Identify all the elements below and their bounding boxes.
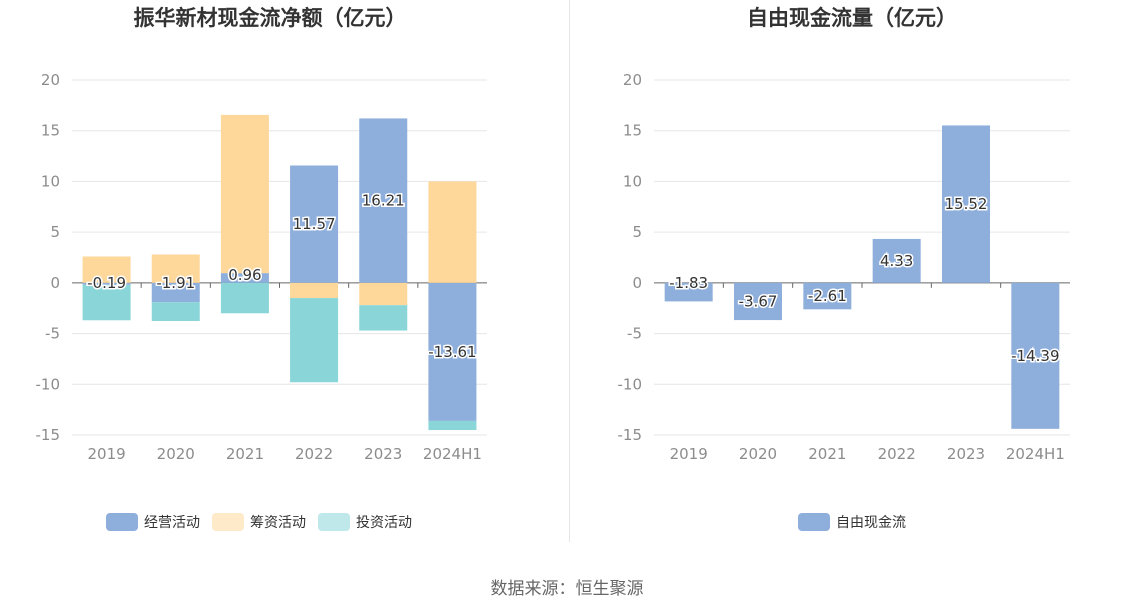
data-label: 15.52 xyxy=(945,195,988,213)
bar-2-2024H1 xyxy=(428,420,477,431)
legend-swatch xyxy=(106,513,138,531)
data-source-note: 数据来源：恒生聚源 xyxy=(490,579,644,599)
legend-item[interactable]: 经营活动 xyxy=(106,512,200,532)
y-tick-label: 10 xyxy=(41,172,60,190)
bar-0-2022 xyxy=(290,165,339,283)
y-tick-label: 15 xyxy=(41,122,60,140)
x-tick-label: 2023 xyxy=(947,445,985,463)
bar-1-2021 xyxy=(220,114,269,274)
y-tick-label: 5 xyxy=(50,223,60,241)
data-label: 11.57 xyxy=(293,215,336,233)
right-chart-plot: 20 15 10 5 0 -5 -10 -15 2019 2020 2021 2022 2023 2024… xyxy=(618,71,1070,463)
data-label: 16.21 xyxy=(362,192,405,210)
y-tick-label: 20 xyxy=(41,71,60,89)
y-tick-label: 0 xyxy=(632,274,642,292)
bar-0-2024H1 xyxy=(428,282,477,421)
bar-2-2019 xyxy=(82,284,131,321)
bar-2-2022 xyxy=(290,298,339,383)
x-tick-label: 2022 xyxy=(295,445,333,463)
data-label: -13.61 xyxy=(428,343,476,361)
bar-0-2020 xyxy=(734,282,782,321)
data-label: 0.96 xyxy=(228,266,261,284)
legend-item[interactable]: 自由现金流 xyxy=(798,512,906,532)
bar-0-2021 xyxy=(803,282,852,310)
legend-label: 筹资活动 xyxy=(250,515,306,531)
y-tick-label: -10 xyxy=(618,375,643,393)
x-tick-label: 2023 xyxy=(364,445,402,463)
bar-2-2020 xyxy=(151,302,200,321)
left-chart-plot: 20 15 10 5 0 -5 -10 -15 2019 2020 2021 2022 2023 2024… xyxy=(36,71,487,463)
bar-0-2020 xyxy=(151,282,200,303)
y-tick-label: 5 xyxy=(632,223,642,241)
legend-label: 经营活动 xyxy=(144,515,200,531)
bar-1-2020 xyxy=(151,254,200,283)
legend-swatch xyxy=(212,513,244,531)
data-label: -14.39 xyxy=(1011,347,1059,365)
legend-item[interactable]: 投资活动 xyxy=(318,512,412,532)
chart-divider xyxy=(569,0,570,542)
left-chart-title: 振华新材现金流净额（亿元） xyxy=(133,6,407,30)
bar-0-2019 xyxy=(82,282,131,285)
data-label: -2.61 xyxy=(808,287,847,305)
legend-item[interactable]: 筹资活动 xyxy=(212,512,306,532)
bar-1-2019 xyxy=(82,256,131,283)
x-tick-label: 2020 xyxy=(157,445,195,463)
x-tick-label: 2019 xyxy=(670,445,708,463)
data-label: 4.33 xyxy=(880,252,913,270)
y-tick-label: -5 xyxy=(45,325,60,343)
x-tick-label: 2024H1 xyxy=(1006,445,1065,463)
right-chart-legend: 自由现金流 xyxy=(798,512,918,532)
y-tick-label: -15 xyxy=(36,426,61,444)
data-label: -1.83 xyxy=(669,274,708,292)
bar-1-2022 xyxy=(290,282,339,299)
legend-swatch xyxy=(798,513,830,531)
bar-0-2024H1 xyxy=(1011,282,1060,429)
bar-1-2023 xyxy=(359,282,408,306)
bar-2-2023 xyxy=(359,305,408,331)
y-tick-label: 0 xyxy=(50,274,60,292)
x-tick-label: 2019 xyxy=(87,445,125,463)
bar-1-2024H1 xyxy=(428,181,477,283)
y-tick-label: -15 xyxy=(618,426,643,444)
bar-2-2021 xyxy=(220,282,269,314)
bar-0-2021 xyxy=(220,273,269,283)
bar-0-2023 xyxy=(942,125,990,283)
data-label: -3.67 xyxy=(739,292,778,310)
left-chart-legend: 经营活动 筹资活动 投资活动 xyxy=(106,512,424,532)
bar-0-2023 xyxy=(359,118,408,283)
data-label: -1.91 xyxy=(156,274,195,292)
legend-label: 投资活动 xyxy=(356,515,412,531)
x-tick-label: 2022 xyxy=(878,445,916,463)
bar-0-2019 xyxy=(664,282,713,302)
legend-label: 自由现金流 xyxy=(836,515,906,531)
bar-0-2022 xyxy=(872,238,921,283)
data-label: -0.19 xyxy=(87,274,126,292)
x-tick-label: 2021 xyxy=(226,445,264,463)
y-tick-label: 20 xyxy=(623,71,642,89)
right-chart-title: 自由现金流量（亿元） xyxy=(747,6,957,30)
x-tick-label: 2024H1 xyxy=(423,445,482,463)
legend-swatch xyxy=(318,513,350,531)
y-tick-label: -10 xyxy=(36,375,61,393)
y-tick-label: 10 xyxy=(623,172,642,190)
x-tick-label: 2021 xyxy=(808,445,846,463)
y-tick-label: -5 xyxy=(627,325,642,343)
y-tick-label: 15 xyxy=(623,122,642,140)
x-tick-label: 2020 xyxy=(739,445,777,463)
